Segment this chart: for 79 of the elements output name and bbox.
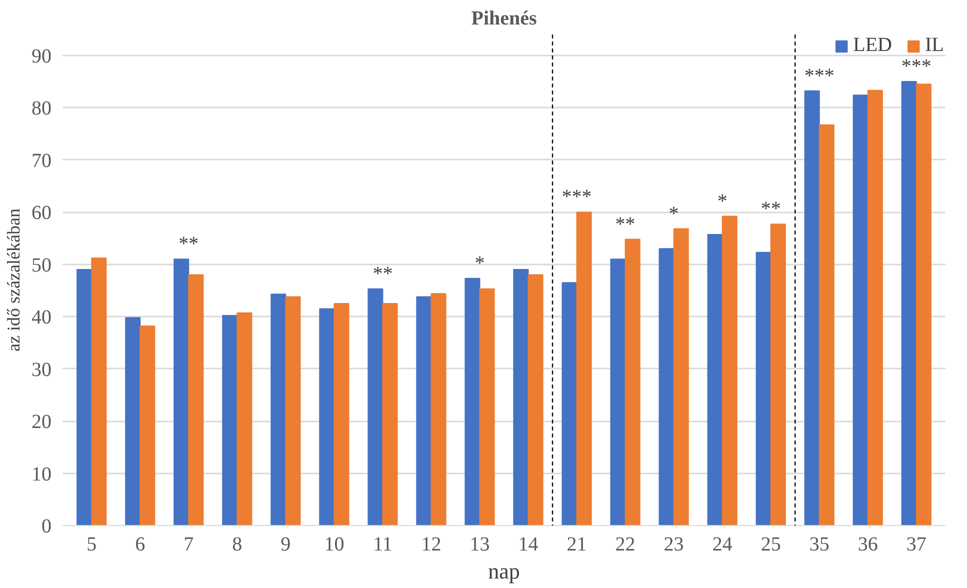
- bar: [707, 234, 723, 526]
- chart-title: Pihenés: [471, 8, 537, 30]
- bar: [416, 296, 432, 526]
- bar: [270, 294, 286, 526]
- bar: [867, 90, 883, 526]
- y-tick-label: 80: [32, 98, 52, 120]
- bar: [562, 282, 578, 526]
- bar: [334, 303, 350, 526]
- bar: [901, 81, 917, 526]
- annotation: ***: [804, 64, 834, 87]
- bar: [125, 317, 141, 526]
- annotation: ***: [562, 186, 592, 208]
- bar: [188, 274, 204, 526]
- bar: [285, 296, 301, 526]
- y-tick-label: 90: [32, 45, 52, 68]
- x-tick-label: 12: [421, 534, 442, 556]
- y-tick-label: 0: [42, 516, 52, 538]
- bar: [479, 288, 495, 526]
- annotation: **: [615, 213, 636, 236]
- y-tick-label: 20: [32, 411, 52, 434]
- bar: [673, 228, 689, 526]
- annotation: *: [474, 252, 485, 274]
- bar: [76, 269, 92, 526]
- x-tick-label: 24: [712, 534, 732, 556]
- bar: [804, 90, 820, 526]
- annotation: **: [178, 233, 199, 256]
- bar: [368, 288, 384, 526]
- bar: [464, 278, 480, 526]
- bar: [658, 248, 674, 526]
- bar: [818, 124, 834, 526]
- x-tick-label: 7: [184, 534, 194, 556]
- x-tick-label: 25: [760, 534, 781, 556]
- x-tick-label: 35: [809, 534, 830, 556]
- legend-label: IL: [925, 34, 945, 57]
- bar: [528, 274, 544, 526]
- x-tick-label: 13: [470, 534, 490, 556]
- x-tick-label: 21: [566, 534, 587, 556]
- x-tick-label: 36: [858, 534, 878, 556]
- bar: [319, 308, 335, 526]
- bar: [174, 258, 190, 526]
- annotation: *: [668, 202, 679, 225]
- annotation: **: [372, 262, 393, 285]
- y-tick-label: 70: [32, 150, 52, 172]
- x-tick-label: 22: [615, 534, 636, 556]
- x-axis-title: nap: [488, 558, 520, 584]
- bar: [222, 315, 238, 526]
- bar: [91, 258, 107, 526]
- bar: [624, 238, 640, 526]
- legend-label: LED: [853, 34, 892, 57]
- bar: [430, 293, 446, 526]
- annotation: *: [717, 190, 728, 212]
- bar: [770, 224, 786, 526]
- annotation: **: [760, 198, 781, 220]
- bar: [382, 303, 398, 526]
- x-tick-label: 11: [373, 534, 392, 556]
- y-tick-label: 10: [32, 463, 52, 486]
- bar: [722, 216, 738, 526]
- bar: [852, 94, 868, 526]
- x-tick-label: 5: [86, 534, 97, 556]
- y-axis-title: az idő százalékában: [4, 208, 24, 352]
- y-tick-label: 30: [32, 358, 52, 381]
- bar: [756, 252, 772, 526]
- annotation: ***: [901, 56, 932, 78]
- x-tick-label: 23: [664, 534, 684, 556]
- bar: [576, 212, 592, 526]
- bar: [513, 269, 529, 526]
- bar: [610, 258, 626, 526]
- x-tick-label: 37: [906, 534, 926, 556]
- x-tick-label: 9: [280, 534, 291, 556]
- bar: [140, 325, 156, 526]
- x-tick-label: 10: [324, 534, 344, 556]
- y-tick-label: 50: [32, 254, 52, 276]
- y-tick-label: 60: [32, 202, 52, 224]
- x-tick-label: 14: [518, 534, 538, 556]
- bar: [236, 312, 252, 526]
- x-tick-label: 6: [135, 534, 146, 556]
- x-tick-label: 8: [232, 534, 242, 556]
- bar: [916, 84, 932, 526]
- y-tick-label: 40: [32, 306, 52, 329]
